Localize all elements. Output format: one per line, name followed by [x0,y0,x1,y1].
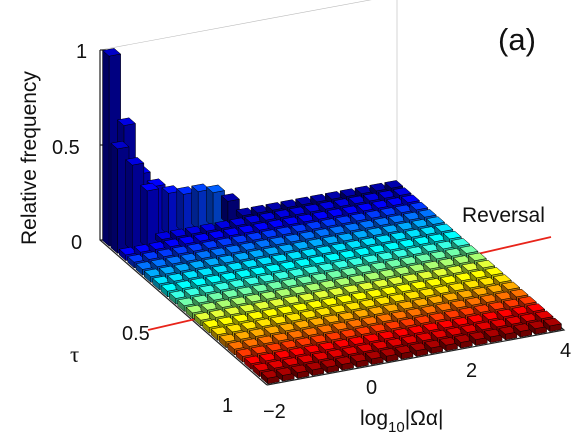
reversal-annotation: Reversal [462,204,545,227]
bar [260,370,280,385]
bar-face-side [191,185,199,231]
bar [140,182,160,249]
bar-face-side [102,49,110,247]
bar-face-side [110,142,118,254]
bar-face-top [534,310,554,319]
bar-face-top [205,184,226,193]
bar [527,320,548,335]
x-tick-labels: −2 0 2 4 [263,340,571,423]
z-tick-label: 0 [71,232,82,254]
x-axis-label-rest: |Ωα| [405,407,444,430]
bar-face-top [220,193,241,202]
bar [423,339,444,355]
bar [305,361,325,377]
bar-face-top [116,117,137,126]
bar-face-side [176,188,184,233]
bar-face-top [400,194,421,203]
bar [453,334,473,349]
bar [379,348,399,363]
y-tick-labels: 0.5 1 [122,323,233,417]
x-axis-label-sub: 10 [388,419,405,436]
bar-face-top [509,288,529,298]
bar [513,323,533,338]
panel-label: (a) [498,22,536,57]
bar [334,356,355,371]
x-tick-label: −2 [263,401,286,423]
bar [542,317,563,333]
bar-face-top [526,303,546,312]
bar [275,367,295,382]
bar-face-side [125,158,133,252]
bar-face-side [161,187,169,236]
bar [220,193,241,225]
bar [409,342,429,357]
bar-face-top [501,281,521,290]
z-tick-labels: 0 0.5 1 [52,41,87,254]
bar [235,348,255,363]
bar-face-top [517,296,537,305]
bar-face-side [140,184,148,249]
bar-face-top [475,259,496,269]
bar-face-top [442,230,462,240]
z-tick-label: 1 [76,41,87,63]
bar [394,345,414,360]
bar-face-top [392,187,412,196]
bar-face-top [125,157,145,166]
bar [438,337,459,352]
back-edge [99,0,372,51]
bar-face-top [450,238,471,247]
bar-face-top [101,48,122,57]
bar [468,331,488,346]
bar-face-top [417,209,437,218]
y-tick-label: 0.5 [122,323,150,345]
bar [320,359,340,374]
bar-face-top [140,182,160,192]
y-tick-label: 1 [222,395,233,417]
bar-face-top [459,245,479,254]
bar-face-top [384,180,404,189]
y-axis-label: τ [70,342,79,367]
bar-face-top [542,317,563,327]
bar [398,318,419,333]
bar-face-top [492,274,512,283]
z-tick-label: 0.5 [52,137,80,159]
bar-face-side [206,186,214,228]
bar-face-top [484,267,504,276]
bars-group [101,48,563,385]
x-axis-label-main: log [360,407,388,430]
bar-face-top [425,216,446,225]
x-tick-label: 2 [466,360,477,382]
bar-face-top [110,140,130,150]
z-axis-label: Relative frequency [18,71,41,245]
bar-face-top [467,252,487,261]
x-tick-label: 0 [366,377,377,399]
x-axis-label: log10|Ωα| [360,407,443,436]
x-tick-label: 4 [560,340,571,362]
bar-face-top [409,201,429,211]
bar-face-top [434,223,454,232]
bar [219,272,240,287]
